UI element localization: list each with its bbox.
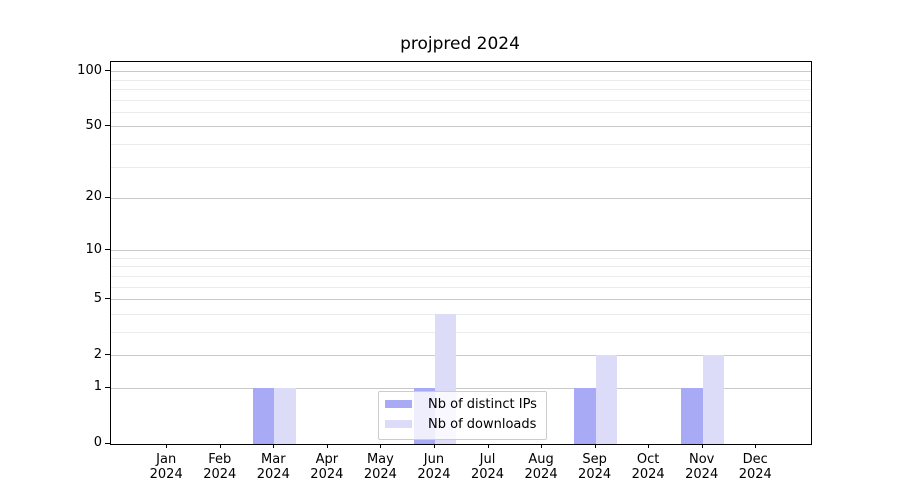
bar-distinct-ips [574,388,596,444]
y-tick-label: 0 [93,435,102,451]
y-gridline-minor [111,275,811,277]
x-tick-mark [594,444,596,448]
x-tick-mark [648,444,650,448]
y-tick-label: 5 [93,290,102,306]
y-gridline-major [111,197,811,199]
y-tick-label: 10 [85,241,102,257]
y-tick-label: 2 [93,346,102,362]
plot-area [110,61,812,445]
y-gridline-minor [111,257,811,259]
y-gridline-major [111,126,811,128]
y-tick-mark [105,298,110,300]
y-tick-mark [105,354,110,356]
y-gridline-minor [111,313,811,315]
y-gridline-minor [111,166,811,168]
legend-swatch-downloads-icon [385,420,412,428]
y-gridline-minor [111,266,811,268]
y-gridline-minor [111,331,811,333]
x-tick-label-aug: Aug 2024 [524,452,558,482]
y-gridline-minor [111,99,811,101]
x-tick-label-apr: Apr 2024 [310,452,344,482]
x-tick-mark [755,444,757,448]
x-tick-mark [487,444,489,448]
x-tick-label-mar: Mar 2024 [256,452,290,482]
x-tick-label-jan: Jan 2024 [149,452,183,482]
y-gridline-minor [111,111,811,113]
legend-entry-downloads: Nb of downloads [379,414,546,434]
y-tick-label: 20 [85,189,102,205]
x-tick-mark [326,444,328,448]
bar-downloads [702,355,725,444]
x-tick-label-sep: Sep 2024 [578,452,612,482]
legend: Nb of distinct IPs Nb of downloads [378,391,547,440]
x-tick-mark [273,444,275,448]
x-tick-label-may: May 2024 [363,452,397,482]
x-tick-label-jul: Jul 2024 [470,452,505,482]
y-gridline-major [111,71,811,73]
y-gridline-minor [111,143,811,145]
bar-downloads [595,355,617,444]
y-tick-mark [105,196,110,198]
legend-entry-distinct-ips: Nb of distinct IPs [379,394,546,414]
y-tick-label: 100 [77,62,102,78]
legend-label-downloads: Nb of downloads [428,416,537,432]
x-tick-mark [541,444,543,448]
y-gridline-major [111,355,811,357]
y-tick-mark [105,249,110,251]
x-tick-mark [433,444,435,448]
y-tick-mark [105,125,110,127]
bar-downloads [274,388,296,444]
legend-label-distinct-ips: Nb of distinct IPs [428,396,537,412]
y-tick-mark [105,386,110,388]
x-tick-mark [166,444,168,448]
y-gridline-major [111,299,811,301]
x-tick-label-nov: Nov 2024 [685,452,719,482]
x-tick-mark [380,444,382,448]
y-tick-label: 1 [93,379,102,395]
x-tick-mark [701,444,703,448]
chart-title: projpred 2024 [400,34,520,54]
y-tick-label: 50 [85,117,102,133]
x-tick-label-jun: Jun 2024 [417,452,451,482]
bar-distinct-ips [252,388,275,444]
x-tick-label-dec: Dec 2024 [738,452,772,482]
legend-swatch-distinct-ips-icon [385,400,412,408]
x-tick-mark [219,444,221,448]
y-gridline-minor [111,79,811,81]
y-gridline-major [111,387,811,389]
bar-distinct-ips [681,388,703,444]
y-gridline-minor [111,286,811,288]
y-gridline-minor [111,89,811,90]
x-tick-label-feb: Feb 2024 [203,452,237,482]
x-tick-label-oct: Oct 2024 [631,452,665,482]
y-gridline-major [111,250,811,252]
y-tick-mark [105,70,110,72]
y-tick-mark [105,442,110,444]
